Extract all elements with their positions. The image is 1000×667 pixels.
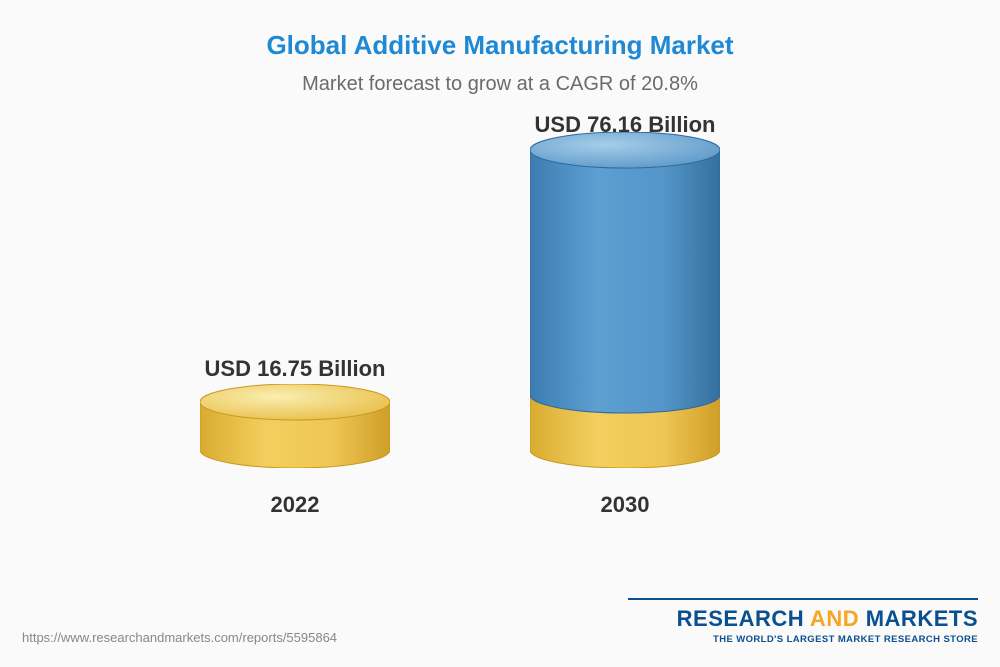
brand-block: RESEARCH AND MARKETS THE WORLD'S LARGEST… — [628, 598, 978, 645]
chart-subtitle: Market forecast to grow at a CAGR of 20.… — [0, 61, 1000, 96]
cylinder-bar — [530, 132, 720, 468]
brand-name: RESEARCH AND MARKETS — [628, 606, 978, 632]
chart-area: USD 16.75 Billion 2022 USD 76.16 Billion — [0, 106, 1000, 556]
brand-text-research: RESEARCH — [677, 606, 804, 631]
chart-title: Global Additive Manufacturing Market — [0, 0, 1000, 61]
source-url: https://www.researchandmarkets.com/repor… — [22, 630, 337, 645]
brand-text-markets: MARKETS — [866, 606, 978, 631]
bar-year-label: 2022 — [195, 492, 395, 518]
bar-value-label: USD 16.75 Billion — [170, 356, 420, 382]
brand-divider — [628, 598, 978, 600]
footer: https://www.researchandmarkets.com/repor… — [22, 598, 978, 645]
brand-tagline: THE WORLD'S LARGEST MARKET RESEARCH STOR… — [628, 634, 978, 645]
bar-year-label: 2030 — [525, 492, 725, 518]
brand-text-and: AND — [804, 606, 866, 631]
cylinder-bar — [200, 384, 390, 468]
